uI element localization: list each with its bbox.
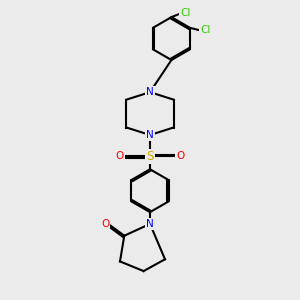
- Text: Cl: Cl: [200, 25, 211, 35]
- Text: O: O: [176, 152, 184, 161]
- Text: O: O: [116, 152, 124, 161]
- Text: N: N: [146, 130, 154, 140]
- Text: N: N: [146, 219, 154, 229]
- Text: N: N: [146, 87, 154, 97]
- Text: S: S: [146, 150, 154, 163]
- Text: O: O: [101, 219, 109, 229]
- Text: Cl: Cl: [181, 8, 191, 18]
